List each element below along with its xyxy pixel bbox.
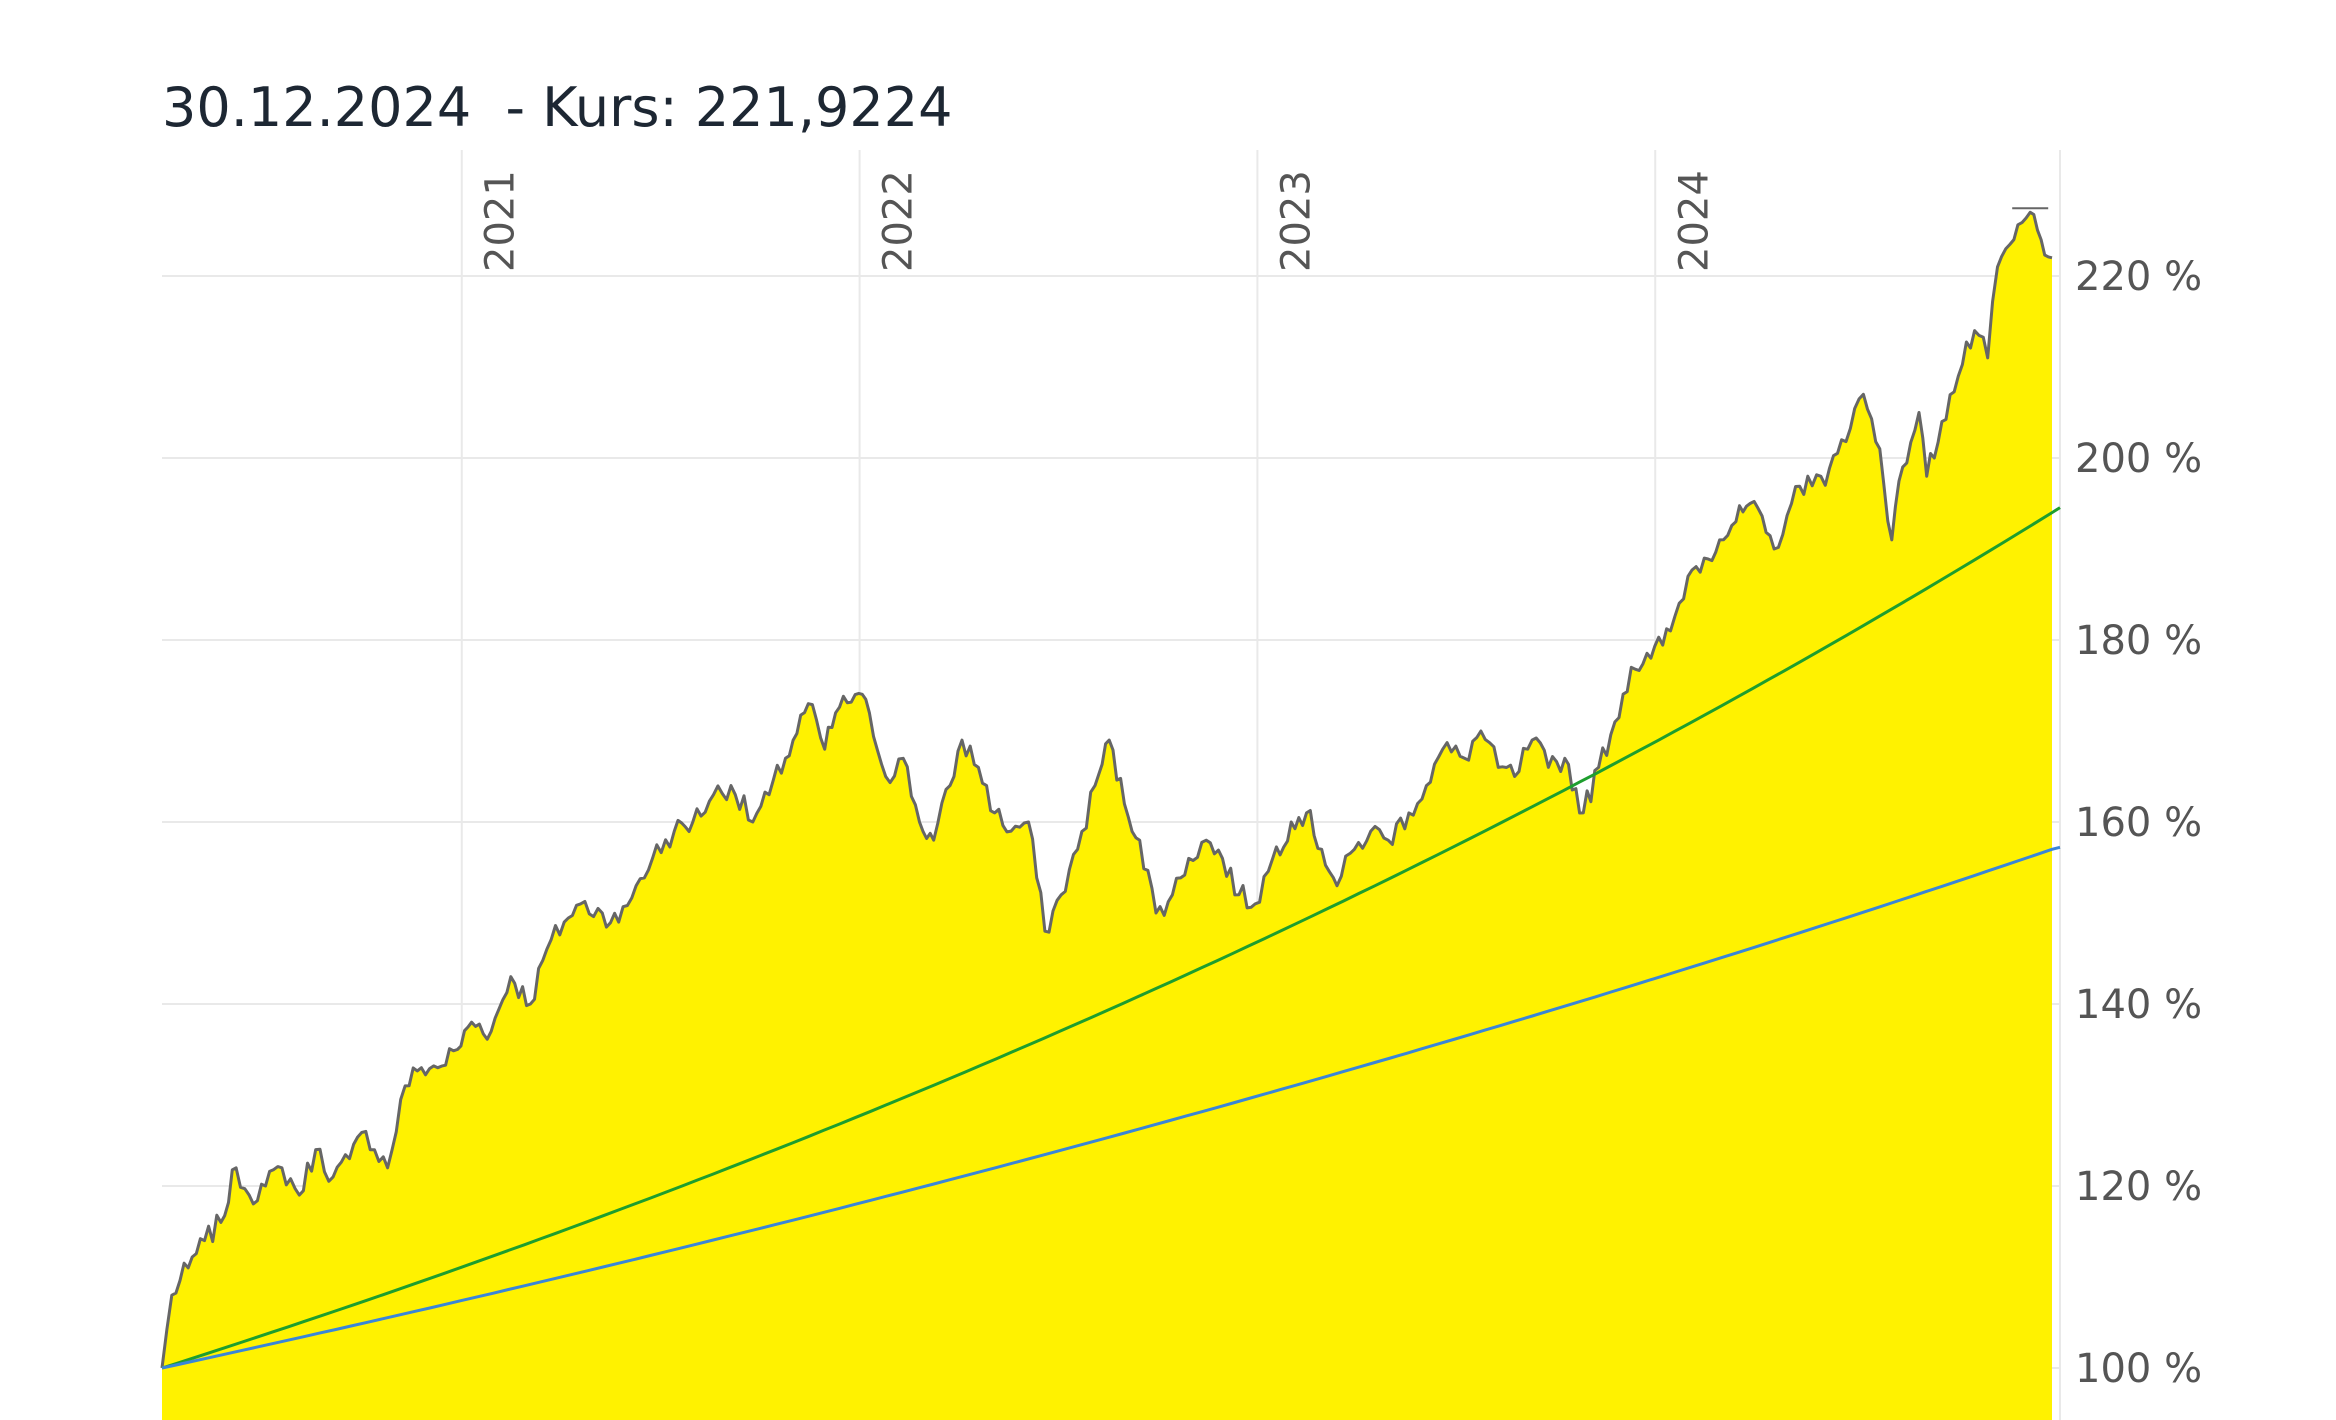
- series-layer: [160, 207, 2061, 1420]
- y-tick-label: 160 %: [2075, 800, 2202, 846]
- x-tick-label: 2023: [1273, 170, 1319, 272]
- price-line: [160, 210, 2053, 1369]
- y-tick-label: 220 %: [2075, 254, 2202, 300]
- x-tick-label: 2022: [876, 170, 922, 272]
- y-tick-label: 200 %: [2075, 436, 2202, 482]
- y-tick-label: 180 %: [2075, 618, 2202, 664]
- trend-line: [161, 845, 2061, 1370]
- header-separator: - Kurs:: [471, 76, 695, 139]
- trend-line: [161, 506, 2061, 1370]
- axis-layer: 100 % 120 % 140 % 160 % 180 % 200 % 220 % 2021 2…: [478, 170, 2202, 1392]
- price-area-fill: [162, 212, 2052, 1420]
- header-price: 221,9224: [694, 76, 953, 139]
- chart-header: 30.12.2024 - Kurs: 221,9224: [162, 76, 952, 139]
- x-tick-label: 2021: [478, 170, 524, 272]
- y-tick-label: 100 %: [2075, 1346, 2202, 1392]
- y-tick-label: 120 %: [2075, 1164, 2202, 1210]
- x-tick-label: 2024: [1671, 170, 1717, 272]
- header-date: 30.12.2024: [162, 76, 472, 139]
- y-tick-label: 140 %: [2075, 982, 2202, 1028]
